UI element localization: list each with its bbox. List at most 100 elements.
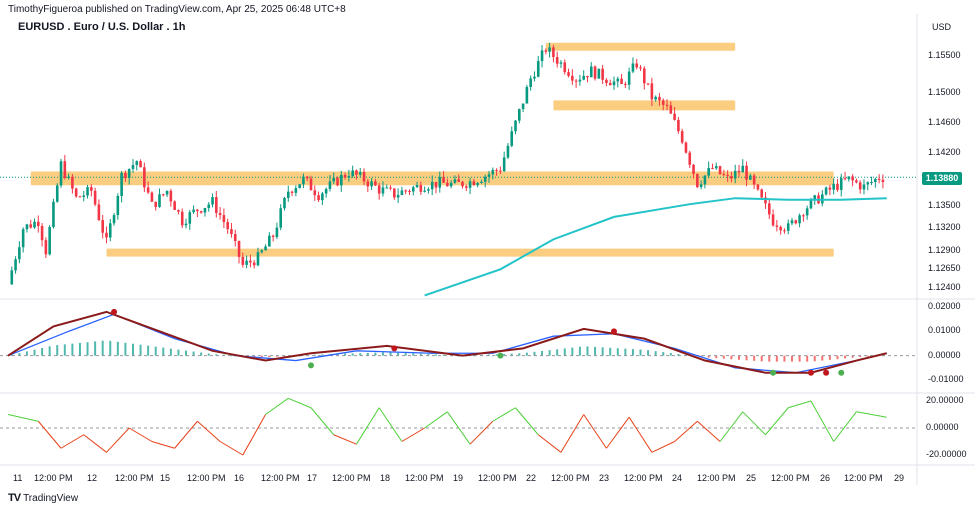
zone-support — [106, 248, 834, 257]
candle-body — [14, 259, 17, 271]
oscillator-segment — [515, 407, 539, 436]
macd-histogram-bar — [359, 353, 362, 356]
brand[interactable]: TV TradingView — [8, 492, 78, 504]
oscillator-segment — [628, 416, 653, 453]
macd-tick-label: 0.01000 — [928, 325, 961, 336]
oscillator-segment — [128, 427, 153, 442]
brand-label: TradingView — [23, 492, 79, 504]
candle-body — [29, 224, 33, 228]
time-tick-label: 12 — [87, 473, 98, 483]
time-tick-label: 12:00 PM — [771, 473, 810, 483]
candle-body — [226, 222, 229, 230]
candle-body — [419, 185, 423, 192]
candle-body — [506, 145, 510, 158]
macd-cross-dot — [823, 369, 830, 376]
time-tick-label: 15 — [160, 473, 171, 483]
time-tick-label: 12:00 PM — [187, 473, 226, 483]
candle-body — [714, 166, 718, 169]
macd-histogram-bar — [798, 355, 801, 362]
time-tick-label: 25 — [746, 473, 757, 483]
candle-body — [783, 230, 786, 232]
candle-body — [711, 167, 714, 169]
currency-label[interactable]: USD — [932, 22, 952, 32]
candle-body — [673, 113, 676, 120]
time-tick-label: 12:00 PM — [332, 473, 371, 483]
oscillator-segment — [288, 397, 312, 409]
candle-body — [44, 240, 48, 255]
candle-body — [567, 72, 570, 76]
candle-body — [518, 109, 521, 121]
macd-histogram-bar — [154, 346, 157, 356]
candle-body — [400, 190, 404, 195]
candle-body — [745, 165, 748, 180]
candle-body — [59, 161, 63, 186]
candle-body — [665, 104, 669, 106]
oscillator-segment — [606, 416, 630, 449]
time-tick-label: 11 — [13, 473, 23, 483]
candle-body — [688, 152, 692, 165]
candle-body — [578, 79, 582, 82]
candle-body — [824, 187, 828, 195]
candle-body — [862, 184, 866, 190]
time-tick-label: 22 — [526, 473, 537, 483]
oscillator-segment — [560, 414, 585, 453]
macd-histogram-bar — [745, 355, 748, 361]
candle-body — [275, 227, 279, 237]
macd-histogram-bar — [715, 355, 718, 359]
time-tick-label: 12:00 PM — [624, 473, 663, 483]
macd-histogram-bar — [207, 353, 210, 356]
candle-body — [877, 178, 881, 180]
macd-histogram-bar — [336, 353, 339, 356]
candle-body — [298, 184, 301, 189]
macd-histogram-bar — [169, 348, 172, 356]
oscillator-tick-label: 0.00000 — [926, 422, 959, 432]
price-tick-label: 1.14200 — [928, 147, 961, 158]
oscillator-segment — [788, 400, 812, 409]
macd-histogram-bar — [556, 349, 559, 356]
macd-histogram-bar — [427, 354, 430, 356]
macd-histogram-bar — [722, 355, 725, 359]
candle-body — [396, 194, 400, 198]
candle-body — [483, 176, 487, 182]
candle-body — [639, 67, 642, 69]
candle-body — [218, 213, 222, 216]
candle-body — [805, 208, 809, 216]
candle-body — [377, 185, 381, 194]
macd-histogram-bar — [321, 354, 324, 356]
candle-body — [855, 180, 858, 183]
macd-histogram-bar — [25, 351, 28, 356]
macd-histogram-bar — [63, 344, 66, 356]
candle-body — [559, 62, 563, 64]
candle-body — [586, 75, 589, 78]
candle-body — [472, 181, 476, 186]
candle-body — [593, 66, 597, 79]
oscillator-segment — [719, 411, 744, 442]
price-tick-label: 1.13200 — [928, 222, 961, 233]
macd-cross-dot — [838, 369, 845, 376]
candle-body — [230, 229, 233, 235]
macd-histogram-bar — [56, 345, 59, 356]
macd-histogram-bar — [707, 355, 710, 358]
time-tick-label: 12:00 PM — [115, 473, 154, 483]
candle-body — [529, 78, 532, 87]
macd-histogram-bar — [94, 341, 97, 356]
candle-body — [101, 220, 104, 233]
macd-histogram-bar — [185, 350, 188, 356]
candle-body — [669, 105, 673, 114]
candle-body — [487, 174, 491, 177]
macd-histogram-bar — [230, 355, 233, 357]
candle-body — [105, 232, 108, 238]
zone-resistance-mid — [553, 100, 736, 111]
candle-body — [468, 181, 472, 188]
candle-body — [146, 187, 150, 193]
candle-body — [540, 50, 544, 62]
candle-body — [188, 212, 192, 224]
candle-body — [680, 131, 684, 143]
oscillator-segment — [856, 411, 887, 418]
candle-body — [737, 170, 741, 173]
oscillator-segment — [469, 420, 494, 445]
candle-body — [798, 215, 801, 224]
macd-histogram-bar — [821, 355, 824, 361]
candle-body — [108, 223, 112, 238]
